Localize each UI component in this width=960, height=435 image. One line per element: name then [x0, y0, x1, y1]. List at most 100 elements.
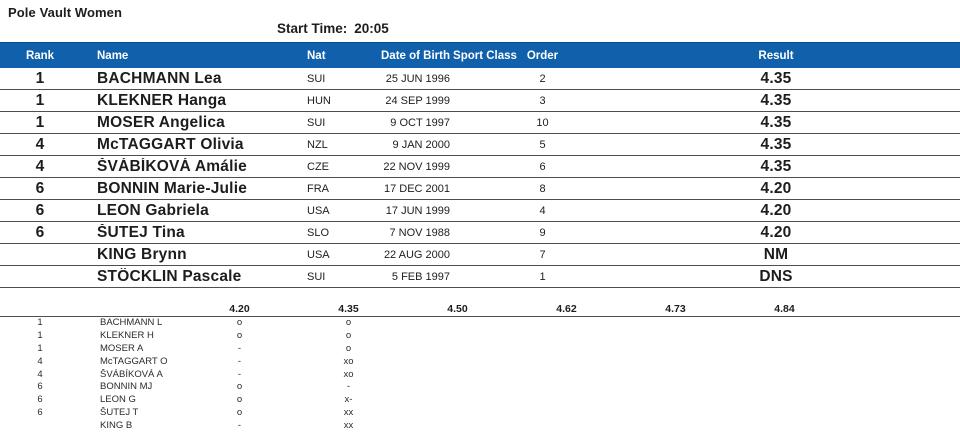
result-row: 6 BONNIN Marie-Julie FRA 17 DEC 2001 8 4… — [0, 178, 960, 200]
order-cell: 2 — [539, 72, 546, 85]
attempt-name: ŠUTEJ T — [100, 407, 139, 419]
attempt-name: ŠVÁBÍKOVÁ A — [100, 368, 163, 380]
attempt-mark: o — [345, 317, 352, 328]
attempt-row: 1 BACHMANN L o o — [0, 317, 960, 330]
dob-cell: 24 SEP 1999 — [385, 94, 450, 107]
result-row: 6 LEON Gabriela USA 17 JUN 1999 4 4.20 — [0, 200, 960, 222]
athlete-name: LEON Gabriela — [97, 201, 209, 219]
start-time-label: Start Time: — [277, 21, 348, 36]
attempt-mark: xo — [343, 368, 354, 380]
order-cell: 3 — [539, 94, 546, 107]
rank-cell: 6 — [35, 223, 45, 241]
attempt-mark: o — [236, 329, 243, 341]
height-label: 4.73 — [665, 303, 686, 315]
athlete-name: BONNIN Marie-Julie — [97, 179, 248, 197]
attempt-row: 6 BONNIN MJ o - — [0, 381, 960, 394]
order-cell: 5 — [539, 138, 546, 151]
attempt-mark: xo — [343, 355, 354, 367]
attempts-table: 4.20 4.35 4.50 4.62 4.73 4.84 1 BACHMANN… — [0, 300, 960, 433]
height-label: 4.20 — [229, 303, 250, 315]
athlete-name: BACHMANN Lea — [97, 69, 222, 87]
result-cell: 4.35 — [760, 91, 792, 109]
attempt-mark: - — [237, 368, 242, 380]
result-row: 4 ŠVÁBÍKOVÁ Amálie CZE 22 NOV 1999 6 4.3… — [0, 156, 960, 178]
result-cell: 4.20 — [760, 223, 792, 241]
dob-cell: 17 DEC 2001 — [383, 182, 450, 195]
attempt-mark: xx — [343, 407, 354, 419]
rank-cell: 4 — [35, 157, 45, 175]
attempt-mark: o — [345, 342, 352, 354]
column-header-dob: Date of Birth — [381, 49, 450, 62]
height-label: 4.50 — [447, 303, 468, 315]
rank-cell: 1 — [35, 113, 45, 131]
attempt-mark: o — [236, 317, 243, 328]
order-cell: 1 — [539, 270, 546, 283]
attempt-rank: 6 — [37, 407, 43, 419]
attempt-rank: 6 — [37, 381, 43, 393]
attempt-mark: - — [237, 420, 242, 432]
order-cell: 4 — [539, 204, 546, 217]
attempt-name: MOSER A — [100, 342, 144, 354]
nationality-cell: FRA — [307, 182, 329, 195]
rank-cell: 1 — [35, 91, 45, 109]
attempt-mark: xx — [343, 420, 354, 432]
attempt-row: 4 ŠVÁBÍKOVÁ A - xo — [0, 369, 960, 382]
attempt-mark: o — [236, 381, 243, 393]
result-row: STÖCKLIN Pascale SUI 5 FEB 1997 1 DNS — [0, 266, 960, 288]
rank-cell: 6 — [35, 201, 45, 219]
dob-cell: 17 JUN 1999 — [385, 204, 450, 217]
start-time: Start Time: 20:05 — [277, 21, 389, 36]
attempt-mark: x- — [344, 394, 353, 406]
rank-cell: 6 — [35, 179, 45, 197]
attempt-row: 1 KLEKNER H o o — [0, 330, 960, 343]
dob-cell: 7 NOV 1988 — [389, 226, 450, 239]
column-header-result: Result — [758, 49, 794, 62]
result-cell: 4.35 — [760, 135, 792, 153]
attempt-rank: 1 — [37, 329, 43, 341]
attempt-rank: 1 — [37, 317, 43, 328]
attempt-name: KLEKNER H — [100, 329, 154, 341]
start-time-value: 20:05 — [354, 21, 389, 36]
column-header-nat: Nat — [307, 49, 326, 62]
result-cell: 4.35 — [760, 113, 792, 131]
attempt-mark: o — [236, 407, 243, 419]
attempt-row: 6 ŠUTEJ T o xx — [0, 407, 960, 420]
order-cell: 10 — [536, 116, 549, 129]
result-cell: 4.35 — [760, 69, 792, 87]
column-header-order: Order — [526, 49, 559, 62]
result-row: 4 McTAGGART Olivia NZL 9 JAN 2000 5 4.35 — [0, 134, 960, 156]
attempt-rank: 1 — [37, 342, 43, 354]
result-row: 1 MOSER Angelica SUI 9 OCT 1997 10 4.35 — [0, 112, 960, 134]
nationality-cell: USA — [307, 204, 330, 217]
attempt-name: McTAGGART O — [100, 355, 168, 367]
order-cell: 8 — [539, 182, 546, 195]
result-row: 6 ŠUTEJ Tina SLO 7 NOV 1988 9 4.20 — [0, 222, 960, 244]
height-label: 4.84 — [774, 303, 795, 315]
athlete-name: KLEKNER Hanga — [97, 91, 227, 109]
result-cell: 4.35 — [760, 157, 792, 175]
result-cell: DNS — [759, 267, 793, 285]
attempt-rank: 4 — [37, 368, 43, 380]
attempt-name: LEON G — [100, 394, 136, 406]
athlete-name: KING Brynn — [97, 245, 187, 263]
dob-cell: 9 OCT 1997 — [390, 116, 450, 129]
attempt-mark: o — [236, 394, 243, 406]
nationality-cell: SUI — [307, 72, 326, 85]
attempt-row: 6 LEON G o x- — [0, 394, 960, 407]
attempt-name: KING B — [100, 420, 133, 432]
attempt-name: BONNIN MJ — [100, 381, 153, 393]
column-header-rank: Rank — [25, 49, 55, 62]
dob-cell: 22 NOV 1999 — [383, 160, 450, 173]
nationality-cell: NZL — [307, 138, 328, 151]
height-label: 4.62 — [556, 303, 577, 315]
result-row: KING Brynn USA 22 AUG 2000 7 NM — [0, 244, 960, 266]
athlete-name: ŠVÁBÍKOVÁ Amálie — [97, 157, 247, 175]
order-cell: 7 — [539, 248, 546, 261]
attempt-mark: - — [237, 355, 242, 367]
heights-header-row: 4.20 4.35 4.50 4.62 4.73 4.84 — [0, 300, 960, 317]
nationality-cell: SLO — [307, 226, 330, 239]
rank-cell: 1 — [35, 69, 45, 87]
attempt-mark: o — [345, 329, 352, 341]
nationality-cell: CZE — [307, 160, 329, 173]
page-title: Pole Vault Women — [8, 5, 123, 20]
